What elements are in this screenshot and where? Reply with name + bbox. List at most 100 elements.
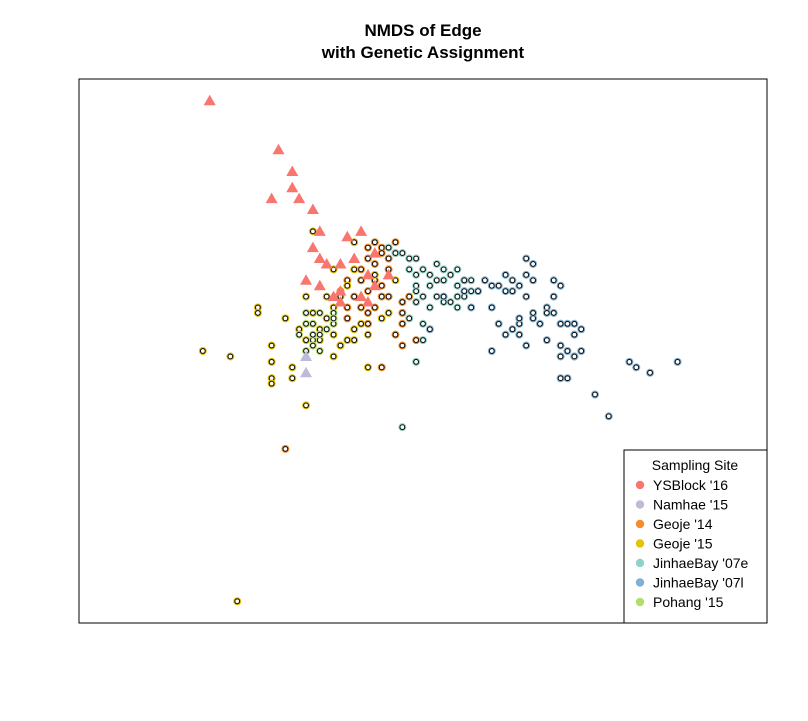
point-geoje-15-33 xyxy=(336,341,345,350)
point-jinhaebay-07l-23 xyxy=(529,308,538,317)
point-geoje-15-5 xyxy=(302,292,311,301)
point-jinhaebay-07e-27 xyxy=(405,314,414,323)
point-geoje-15-12 xyxy=(329,330,338,339)
point-ysblock-16-16 xyxy=(382,268,395,280)
point-geoje-15-25 xyxy=(267,357,276,366)
point-pohang-15-2 xyxy=(315,330,324,339)
point-jinhaebay-07l-14 xyxy=(556,281,565,290)
point-jinhaebay-07l-20 xyxy=(515,330,524,339)
point-jinhaebay-07l-56 xyxy=(646,368,655,377)
point-jinhaebay-07l-52 xyxy=(673,357,682,366)
point-geoje-14-3 xyxy=(377,249,386,258)
point-pohang-15-13 xyxy=(329,314,338,323)
legend-label-geoje-15: Geoje '15 xyxy=(653,536,713,552)
legend-label-jinhaebay-07l: JinhaeBay '07l xyxy=(653,575,744,591)
point-ysblock-16-8 xyxy=(341,230,354,242)
point-jinhaebay-07l-47 xyxy=(625,357,634,366)
point-jinhaebay-07e-30 xyxy=(453,303,462,312)
point-jinhaebay-07e-18 xyxy=(453,292,462,301)
point-jinhaebay-07e-35 xyxy=(432,259,441,268)
point-geoje-15-38 xyxy=(370,270,379,279)
point-ysblock-16-17 xyxy=(368,279,381,291)
chart-title-line-2: with Genetic Assignment xyxy=(321,43,525,62)
point-jinhaebay-07l-57 xyxy=(604,412,613,421)
point-jinhaebay-07e-1 xyxy=(391,249,400,258)
point-namhae-15-1 xyxy=(300,366,313,378)
point-ysblock-16-1 xyxy=(272,143,285,155)
point-ysblock-16-3 xyxy=(286,181,299,193)
point-ysblock-16-2 xyxy=(286,165,299,176)
point-ysblock-16-10 xyxy=(313,252,326,264)
point-jinhaebay-07l-0 xyxy=(460,276,469,285)
point-jinhaebay-07e-32 xyxy=(412,357,421,366)
point-jinhaebay-07e-9 xyxy=(432,276,441,285)
point-geoje-14-29 xyxy=(363,319,372,328)
point-jinhaebay-07l-11 xyxy=(522,254,531,263)
point-jinhaebay-07l-24 xyxy=(542,336,551,345)
point-geoje-15-7 xyxy=(308,308,317,317)
point-jinhaebay-07e-23 xyxy=(467,276,476,285)
point-geoje-14-21 xyxy=(377,292,386,301)
point-jinhaebay-07l-58 xyxy=(563,374,572,383)
point-pohang-15-6 xyxy=(315,347,324,355)
point-jinhaebay-07l-9 xyxy=(522,270,531,279)
legend-swatch-ysblock-16 xyxy=(635,480,645,490)
point-jinhaebay-07l-13 xyxy=(549,276,558,285)
point-ysblock-16-19 xyxy=(300,274,313,285)
point-geoje-15-32 xyxy=(267,341,276,350)
point-jinhaebay-07l-51 xyxy=(632,363,641,372)
legend-swatch-geoje-14 xyxy=(635,519,645,529)
point-ysblock-16-12 xyxy=(334,257,347,269)
point-geoje-15-15 xyxy=(377,314,386,323)
point-jinhaebay-07l-53 xyxy=(570,352,579,361)
point-jinhaebay-07l-6 xyxy=(501,287,510,296)
point-jinhaebay-07e-6 xyxy=(412,270,421,279)
legend-title: Sampling Site xyxy=(652,457,739,473)
point-geoje-14-1 xyxy=(370,238,379,247)
point-jinhaebay-07l-8 xyxy=(501,270,510,279)
point-ysblock-16-25 xyxy=(334,285,347,296)
point-jinhaebay-07l-21 xyxy=(522,341,531,350)
point-geoje-14-23 xyxy=(363,308,372,317)
legend: Sampling Site YSBlock '16 Namhae '15 Geoje… xyxy=(623,449,768,624)
point-ysblock-16-20 xyxy=(355,290,368,302)
point-jinhaebay-07l-5 xyxy=(494,281,503,290)
point-namhae-15-0 xyxy=(300,350,313,361)
point-geoje-15-0 xyxy=(308,227,317,236)
point-jinhaebay-07l-4 xyxy=(487,281,496,290)
point-jinhaebay-07e-22 xyxy=(453,281,462,290)
point-jinhaebay-07l-55 xyxy=(549,308,558,317)
point-jinhaebay-07e-24 xyxy=(446,270,455,279)
legend-swatch-pohang-15 xyxy=(635,597,645,607)
point-jinhaebay-07l-29 xyxy=(563,347,572,355)
point-jinhaebay-07e-4 xyxy=(412,254,421,263)
point-geoje-15-22 xyxy=(329,352,338,361)
point-geoje-14-18 xyxy=(350,292,359,301)
point-geoje-15-13 xyxy=(350,336,359,345)
point-ysblock-16-7 xyxy=(313,225,326,236)
point-jinhaebay-07e-29 xyxy=(412,298,421,307)
point-ysblock-16-0 xyxy=(203,94,216,106)
point-geoje-14-24 xyxy=(398,298,407,307)
point-pohang-15-11 xyxy=(315,308,324,317)
point-jinhaebay-07e-20 xyxy=(467,287,476,296)
point-jinhaebay-07l-44 xyxy=(439,292,448,301)
point-geoje-14-12 xyxy=(377,281,386,290)
point-geoje-14-25 xyxy=(405,292,414,301)
point-geoje-15-21 xyxy=(302,336,311,345)
point-pohang-15-1 xyxy=(308,319,317,328)
point-geoje-15-27 xyxy=(267,379,276,388)
point-pohang-15-4 xyxy=(308,341,317,350)
point-ysblock-16-5 xyxy=(293,192,306,204)
point-pohang-15-14 xyxy=(308,330,317,339)
point-jinhaebay-07l-2 xyxy=(474,287,483,296)
point-ysblock-16-24 xyxy=(313,279,326,291)
legend-swatch-geoje-15 xyxy=(635,539,645,548)
legend-swatch-jinhaebay-07l xyxy=(635,578,645,587)
point-jinhaebay-07l-18 xyxy=(535,319,544,328)
legend-box xyxy=(623,449,768,624)
point-geoje-14-5 xyxy=(370,259,379,268)
point-geoje-15-16 xyxy=(384,308,393,317)
point-geoje-15-24 xyxy=(288,363,297,372)
point-jinhaebay-07e-13 xyxy=(419,292,427,301)
